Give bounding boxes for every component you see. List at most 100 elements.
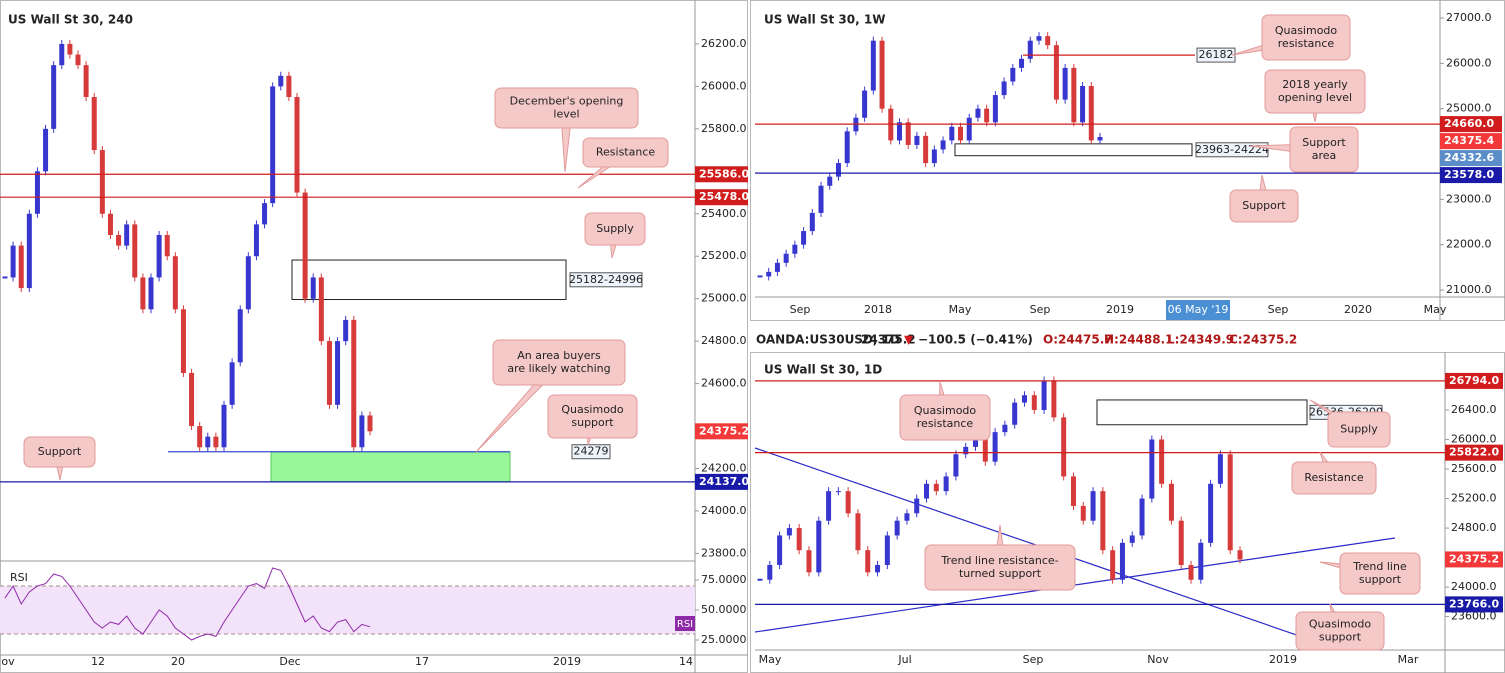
candle bbox=[1019, 58, 1025, 68]
y-tick-label: 26000.0 bbox=[1451, 433, 1497, 446]
candle bbox=[894, 520, 900, 536]
price-badge-label: 23578.0 bbox=[1444, 168, 1494, 181]
callout-text: Quasimodo bbox=[561, 403, 624, 416]
candle bbox=[1070, 476, 1076, 506]
candle bbox=[1237, 550, 1243, 560]
candle bbox=[1088, 86, 1094, 141]
candle bbox=[116, 234, 122, 246]
zone bbox=[1096, 399, 1308, 426]
price-badge bbox=[1445, 372, 1503, 389]
close: C:24375.2 bbox=[1229, 333, 1297, 347]
candle bbox=[107, 213, 113, 235]
candle bbox=[294, 97, 300, 193]
candle bbox=[816, 520, 822, 573]
y-tick-label: 26400.0 bbox=[1451, 403, 1497, 416]
candle bbox=[875, 564, 881, 573]
y-tick-label: 25600.0 bbox=[1451, 462, 1497, 475]
candle bbox=[884, 535, 890, 565]
candle bbox=[34, 171, 40, 214]
candle bbox=[984, 108, 990, 123]
price-badge bbox=[695, 166, 748, 183]
candle bbox=[51, 65, 57, 129]
price-badge-label: 24375.2 bbox=[1449, 552, 1499, 565]
callout bbox=[547, 394, 638, 439]
price-badge bbox=[1440, 133, 1502, 150]
candle bbox=[10, 245, 16, 278]
candle bbox=[237, 309, 243, 363]
x-tick-label: May bbox=[1424, 303, 1447, 316]
callout bbox=[584, 212, 646, 246]
candle bbox=[1080, 505, 1086, 521]
callout-text: turned support bbox=[959, 567, 1042, 580]
candle bbox=[164, 234, 170, 257]
zone-label: 25182-24996 bbox=[569, 273, 643, 286]
callout-text: resistance bbox=[917, 417, 974, 430]
candle bbox=[67, 43, 73, 55]
price: 24375.2 bbox=[861, 333, 916, 347]
down-icon: ▼ bbox=[904, 333, 914, 347]
level-label: 24279 bbox=[574, 445, 609, 458]
callout bbox=[1289, 126, 1359, 173]
candle bbox=[870, 40, 876, 91]
y-tick-label: 24800.0 bbox=[701, 334, 747, 347]
candle bbox=[766, 271, 772, 277]
candle bbox=[896, 122, 902, 141]
candle bbox=[905, 122, 911, 145]
chart-title: US Wall St 30, 1D bbox=[764, 363, 882, 377]
zone-label: 23963-24224 bbox=[1195, 143, 1269, 156]
candle bbox=[835, 491, 841, 493]
candle bbox=[1198, 542, 1204, 580]
candle bbox=[1001, 81, 1007, 96]
y-tick-label: 22000.0 bbox=[1446, 238, 1492, 251]
callout-text: Support bbox=[38, 445, 82, 458]
callout bbox=[1291, 461, 1377, 495]
x-tick-label: Sep bbox=[1030, 303, 1051, 316]
callout-text: Quasimodo bbox=[1275, 24, 1338, 37]
candle bbox=[59, 43, 65, 66]
callout-text: Support bbox=[1242, 199, 1286, 212]
candle bbox=[343, 319, 349, 342]
y-tick-label: 23000.0 bbox=[1446, 192, 1492, 205]
callout-text: Resistance bbox=[1304, 471, 1364, 484]
zone-label-box bbox=[569, 272, 643, 288]
candle bbox=[1012, 402, 1018, 425]
candle bbox=[1062, 67, 1068, 100]
price-badge-label: 26794.0 bbox=[1449, 374, 1499, 387]
candle bbox=[809, 212, 815, 232]
candle bbox=[992, 95, 998, 123]
candle bbox=[1051, 380, 1057, 418]
callout bbox=[899, 394, 991, 441]
x-tick-label: Nov bbox=[1147, 653, 1169, 666]
y-tick-label: 24600.0 bbox=[701, 377, 747, 390]
y-tick-label: 26200.0 bbox=[701, 37, 747, 50]
x-tick-label: 20 bbox=[171, 655, 185, 668]
level-label-box bbox=[1196, 47, 1236, 63]
candle bbox=[1139, 498, 1145, 536]
candle bbox=[862, 90, 868, 118]
callout bbox=[924, 544, 1076, 591]
candle bbox=[172, 256, 178, 310]
zone bbox=[270, 451, 511, 483]
y-tick-label: 25000.0 bbox=[701, 292, 747, 305]
candle bbox=[966, 117, 972, 141]
panel-frame bbox=[750, 0, 1505, 321]
chart-title: US Wall St 30, 240 bbox=[8, 13, 133, 27]
y-tick-label: 25.0000 bbox=[701, 633, 747, 646]
price-badge-label: 25822.0 bbox=[1449, 446, 1499, 459]
candle bbox=[124, 224, 130, 246]
candle bbox=[132, 224, 138, 278]
price-badge bbox=[695, 189, 748, 206]
y-tick-label: 25400.0 bbox=[701, 207, 747, 220]
candle bbox=[26, 213, 32, 289]
candle bbox=[1090, 491, 1096, 521]
y-tick-label: 24000.0 bbox=[1451, 580, 1497, 593]
callout-text: support bbox=[571, 416, 614, 429]
candle bbox=[180, 309, 186, 373]
candle bbox=[359, 415, 365, 448]
callout bbox=[582, 137, 669, 168]
candle bbox=[1217, 454, 1223, 484]
x-tick-label: 2020 bbox=[1344, 303, 1372, 316]
x-tick-label: May bbox=[949, 303, 972, 316]
price-badge bbox=[1445, 551, 1503, 568]
